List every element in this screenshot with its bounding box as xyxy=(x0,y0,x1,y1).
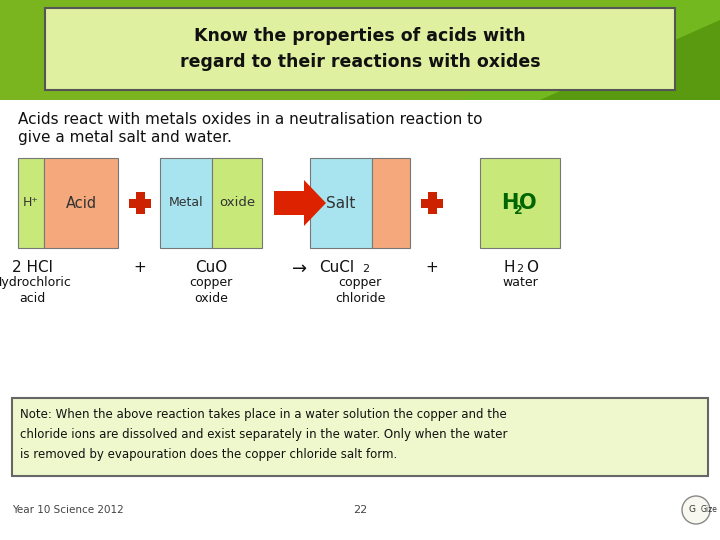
Text: G: G xyxy=(688,505,696,515)
Text: +: + xyxy=(134,260,146,275)
Text: Hydrochloric: Hydrochloric xyxy=(0,276,71,289)
Polygon shape xyxy=(274,180,326,226)
Text: H⁺: H⁺ xyxy=(23,197,39,210)
Text: give a metal salt and water.: give a metal salt and water. xyxy=(18,130,232,145)
Text: CuO: CuO xyxy=(195,260,227,275)
Bar xyxy=(372,158,410,248)
Polygon shape xyxy=(460,0,720,100)
Text: Year 10 Science 2012: Year 10 Science 2012 xyxy=(12,505,124,515)
Text: 2 HCl: 2 HCl xyxy=(12,260,53,275)
Text: CuCl: CuCl xyxy=(319,260,354,275)
Text: Salt: Salt xyxy=(326,195,356,211)
Text: copper: copper xyxy=(189,276,233,289)
Text: regard to their reactions with oxides: regard to their reactions with oxides xyxy=(180,53,540,71)
Text: chloride: chloride xyxy=(335,292,385,305)
Text: chloride ions are dissolved and exist separately in the water. Only when the wat: chloride ions are dissolved and exist se… xyxy=(20,428,508,441)
Text: water: water xyxy=(502,276,538,289)
Text: Note: When the above reaction takes place in a water solution the copper and the: Note: When the above reaction takes plac… xyxy=(20,408,507,421)
Bar xyxy=(18,158,44,248)
Text: H: H xyxy=(503,260,515,275)
Text: oxide: oxide xyxy=(219,197,255,210)
Bar xyxy=(0,0,720,100)
Text: Acids react with metals oxides in a neutralisation reaction to: Acids react with metals oxides in a neut… xyxy=(18,112,482,127)
Bar xyxy=(44,158,118,248)
Text: acid: acid xyxy=(19,292,45,305)
Text: Metal: Metal xyxy=(168,197,203,210)
Text: Know the properties of acids with: Know the properties of acids with xyxy=(194,27,526,45)
Circle shape xyxy=(682,496,710,524)
Text: 2: 2 xyxy=(516,264,523,274)
Text: copper: copper xyxy=(338,276,382,289)
Text: →: → xyxy=(292,260,307,278)
Text: oxide: oxide xyxy=(194,292,228,305)
Bar xyxy=(160,158,212,248)
Polygon shape xyxy=(540,20,720,100)
FancyBboxPatch shape xyxy=(12,398,708,476)
Text: Gize: Gize xyxy=(701,505,718,515)
FancyBboxPatch shape xyxy=(45,8,675,90)
Bar xyxy=(421,199,443,207)
Text: H: H xyxy=(501,193,518,213)
Text: 22: 22 xyxy=(353,505,367,515)
Text: is removed by evapouration does the copper chloride salt form.: is removed by evapouration does the copp… xyxy=(20,448,397,461)
Bar xyxy=(129,199,151,207)
Text: 2: 2 xyxy=(362,264,369,274)
Bar xyxy=(135,192,145,214)
Text: O: O xyxy=(519,193,537,213)
Text: 2: 2 xyxy=(513,204,523,217)
Bar xyxy=(310,158,372,248)
Text: O: O xyxy=(526,260,538,275)
Bar xyxy=(212,158,262,248)
Text: Acid: Acid xyxy=(66,195,96,211)
Bar xyxy=(428,192,436,214)
Bar xyxy=(480,158,560,248)
Text: +: + xyxy=(426,260,438,275)
